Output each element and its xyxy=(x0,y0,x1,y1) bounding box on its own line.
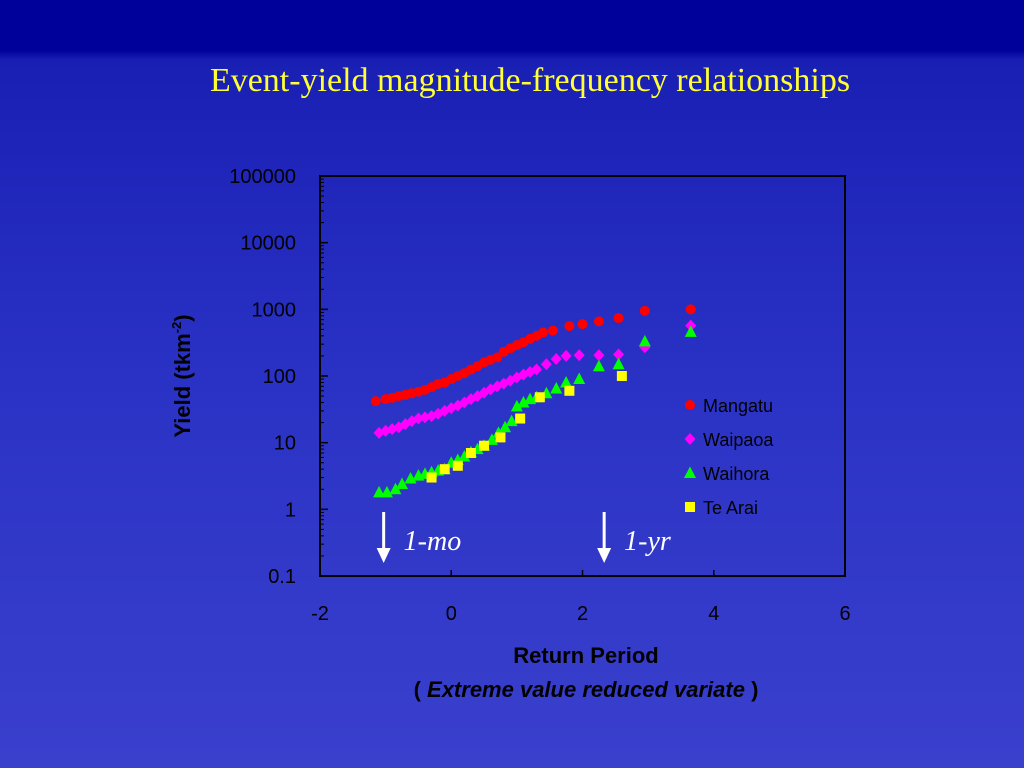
waihora-point xyxy=(550,381,563,394)
mangatu-legend-marker xyxy=(685,400,695,410)
mangatu-point xyxy=(538,327,549,338)
waihora-legend-label: Waihora xyxy=(703,464,770,484)
y-tick-label: 0.1 xyxy=(268,566,296,588)
te-arai-point xyxy=(534,392,545,403)
x-tick-label: 0 xyxy=(446,603,457,625)
waihora-point xyxy=(380,485,393,498)
waihora-point xyxy=(560,375,573,388)
te-arai-point xyxy=(452,460,463,471)
waihora-point xyxy=(592,359,605,372)
mangatu-point xyxy=(639,305,650,316)
plot-frame xyxy=(319,175,846,577)
waihora-point xyxy=(684,325,697,337)
te-arai-point xyxy=(439,464,450,475)
mangatu-point xyxy=(685,304,696,315)
te-arai-point xyxy=(616,371,627,381)
waipaoa-legend-label: Waipaoa xyxy=(703,430,774,450)
waihora-legend-marker xyxy=(684,466,696,478)
1-mo-annotation: 1-mo xyxy=(404,526,462,557)
x-tick-label: -2 xyxy=(311,603,329,625)
waihora-point xyxy=(573,372,586,385)
te-arai-point xyxy=(465,447,476,458)
mangatu-point xyxy=(564,321,575,332)
1-mo-arrow-head xyxy=(376,548,391,563)
waipaoa-point xyxy=(613,348,625,361)
y-tick-label: 10 xyxy=(274,433,296,455)
1-yr-arrow-head xyxy=(597,548,612,563)
y-tick-label: 100 xyxy=(263,366,296,388)
mangatu-point xyxy=(370,396,381,407)
waipaoa-point xyxy=(573,349,585,362)
waihora-point xyxy=(505,414,518,427)
waipaoa-point xyxy=(540,358,552,371)
te-arai-point xyxy=(495,432,506,443)
waihora-point xyxy=(373,485,386,498)
x-tick-label: 2 xyxy=(577,603,588,625)
y-tick-label: 100000 xyxy=(229,166,296,188)
waihora-point xyxy=(612,357,625,370)
waipaoa-legend-marker xyxy=(684,433,696,445)
te-arai-point xyxy=(426,472,437,483)
mangatu-point xyxy=(547,325,558,336)
te-arai-point xyxy=(479,440,490,451)
x-tick-label: 6 xyxy=(839,603,850,625)
x-axis-sublabel: ( Extreme value reduced variate ) xyxy=(414,677,759,702)
waihora-point xyxy=(389,482,402,495)
waihora-point xyxy=(499,420,512,433)
te-arai-legend-marker xyxy=(685,502,695,512)
te-arai-legend-label: Te Arai xyxy=(703,498,758,518)
mangatu-legend-label: Mangatu xyxy=(703,396,773,416)
mangatu-point xyxy=(593,316,604,327)
x-tick-label: 4 xyxy=(708,603,719,625)
mangatu-point xyxy=(492,352,503,363)
y-tick-label: 10000 xyxy=(240,233,296,255)
te-arai-point xyxy=(564,385,575,396)
waihora-point xyxy=(517,396,530,408)
waihora-point xyxy=(510,399,523,412)
waihora-point xyxy=(638,334,651,347)
y-tick-label: 1 xyxy=(285,499,296,521)
mangatu-point xyxy=(577,319,588,330)
waihora-point xyxy=(396,477,409,489)
y-tick-label: 1000 xyxy=(252,299,297,321)
slide-title: Event-yield magnitude-frequency relation… xyxy=(209,62,851,99)
te-arai-point xyxy=(515,413,526,424)
waipaoa-point xyxy=(593,349,605,362)
mangatu-point xyxy=(613,313,624,324)
waipaoa-point xyxy=(560,349,572,362)
y-axis-label: Yield (tkm-2) xyxy=(169,314,195,437)
waipaoa-point xyxy=(550,352,562,365)
1-yr-annotation: 1-yr xyxy=(624,526,671,557)
waihora-point xyxy=(458,450,471,462)
x-axis-label: Return Period xyxy=(513,643,658,668)
waipaoa-point xyxy=(531,363,543,376)
